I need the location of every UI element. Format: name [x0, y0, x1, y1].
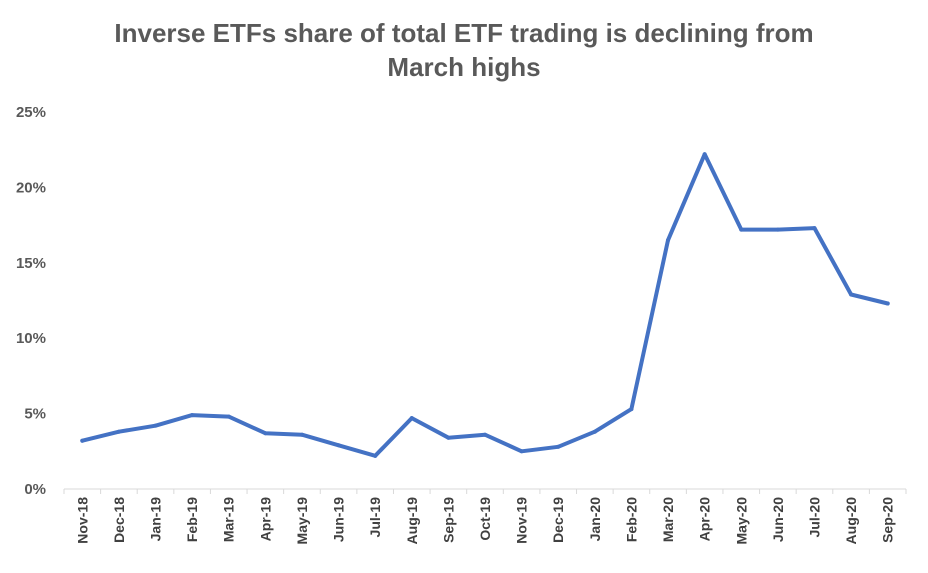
x-tick-label: Feb-19: [184, 497, 200, 542]
data-point: [592, 429, 597, 434]
chart-title: Inverse ETFs share of total ETF trading …: [0, 16, 928, 84]
data-point: [629, 407, 634, 412]
x-tick-label: Mar-19: [221, 497, 237, 542]
data-point: [409, 416, 414, 421]
x-tick-label: Mar-20: [660, 497, 676, 542]
x-tick-label: Sep-20: [880, 497, 896, 543]
x-tick-label: May-20: [733, 497, 749, 545]
chart-title-line2: March highs: [387, 52, 541, 82]
x-tick-label: Jun-20: [770, 497, 786, 542]
data-point: [775, 227, 780, 232]
data-point: [299, 432, 304, 437]
data-point: [702, 152, 707, 157]
x-tick-label: Feb-20: [623, 497, 639, 542]
data-point: [190, 413, 195, 418]
data-point: [373, 453, 378, 458]
data-point: [739, 227, 744, 232]
x-tick-label: Dec-19: [550, 497, 566, 543]
data-point: [226, 414, 231, 419]
data-point: [153, 423, 158, 428]
y-tick-label: 25%: [16, 104, 46, 121]
x-tick-label: Nov-19: [514, 497, 530, 544]
data-point: [483, 432, 487, 437]
x-tick-label: Apr-19: [257, 497, 273, 542]
data-point: [336, 443, 341, 448]
x-tick-label: Jan-20: [587, 497, 603, 542]
y-tick-label: 10%: [16, 330, 46, 347]
x-tick-label: Jan-19: [148, 497, 164, 542]
x-tick-label: Jun-19: [331, 497, 347, 542]
x-tick-label: Apr-20: [697, 497, 713, 542]
x-tick-label: Oct-19: [477, 497, 493, 541]
x-tick-label: Dec-18: [111, 497, 127, 543]
x-tick-label: Aug-19: [404, 497, 420, 545]
data-point: [263, 431, 268, 436]
x-tick-label: Jul-20: [806, 497, 822, 538]
data-point: [446, 435, 451, 440]
y-tick-label: 5%: [24, 406, 46, 423]
data-point: [80, 438, 85, 443]
x-tick-label: May-19: [294, 497, 310, 545]
y-tick-label: 0%: [24, 481, 46, 498]
data-point: [519, 449, 524, 454]
y-tick-label: 15%: [16, 255, 46, 272]
x-tick-label: Sep-19: [440, 497, 456, 543]
data-point: [812, 226, 817, 231]
chart-title-line1: Inverse ETFs share of total ETF trading …: [114, 18, 814, 48]
x-tick-label: Nov-18: [74, 497, 90, 544]
data-point: [116, 429, 121, 434]
data-point: [885, 301, 890, 306]
x-tick-label: Jul-19: [367, 497, 383, 538]
data-point: [849, 292, 854, 297]
data-point: [556, 444, 561, 449]
data-point: [666, 238, 671, 243]
x-tick-label: Aug-20: [843, 497, 859, 545]
series-line: [80, 152, 890, 458]
y-tick-label: 20%: [16, 179, 46, 196]
